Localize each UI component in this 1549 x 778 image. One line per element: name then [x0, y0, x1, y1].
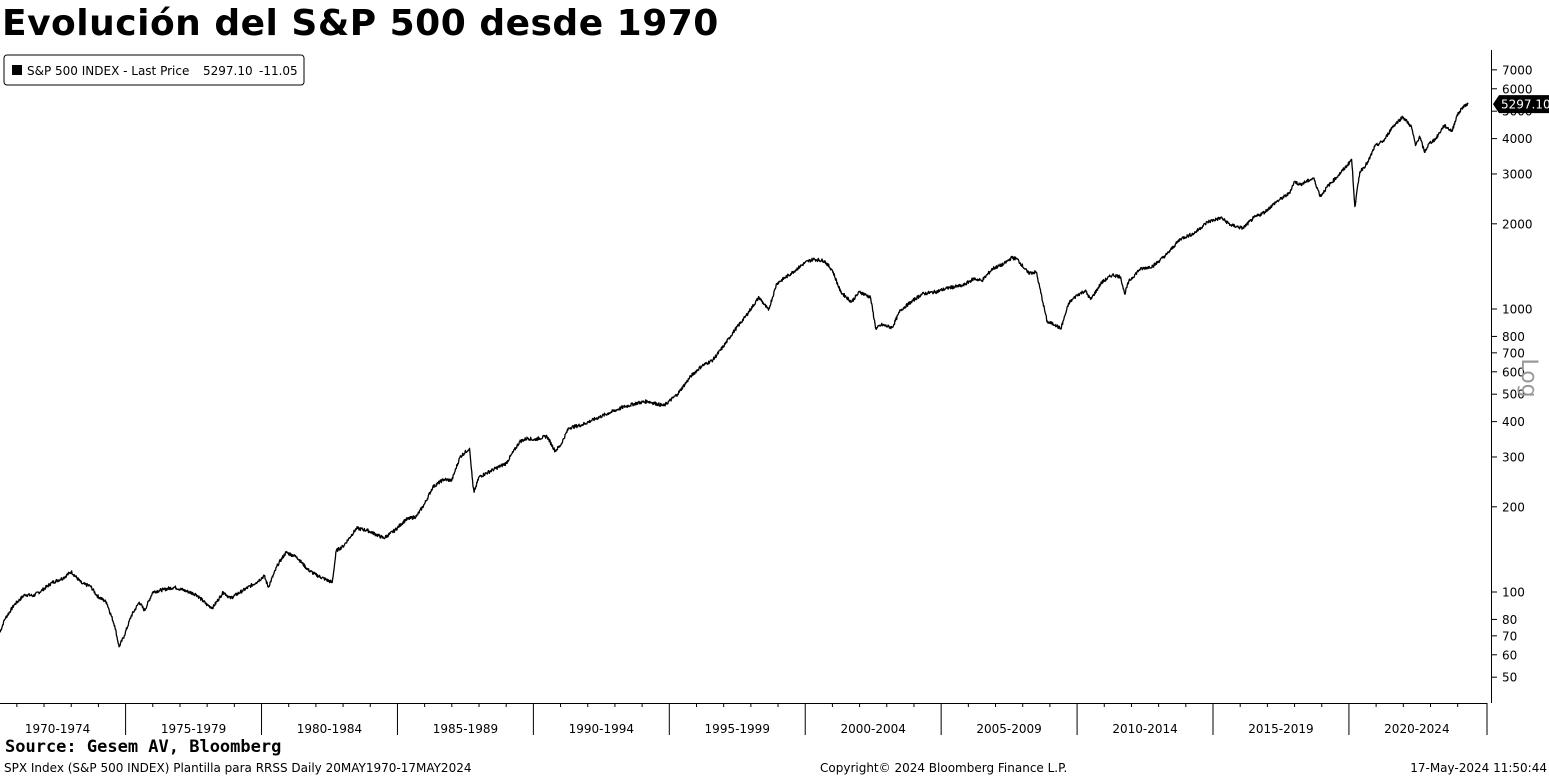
legend-last-price: 5297.10: [203, 64, 253, 78]
x-tick-label: 1990-1994: [569, 722, 634, 736]
y-tick-label: 1000: [1502, 303, 1533, 317]
footer-timestamp: 17-May-2024 11:50:44: [1410, 761, 1547, 775]
legend-swatch: [12, 65, 22, 75]
y-tick-label: 3000: [1502, 167, 1533, 181]
y-tick-label: 200: [1502, 500, 1525, 514]
y-tick-label: 7000: [1502, 63, 1533, 77]
x-tick-label: 2010-2014: [1112, 722, 1177, 736]
y-tick-label: 500: [1502, 388, 1525, 402]
x-tick-label: 2015-2019: [1248, 722, 1313, 736]
x-tick-label: 1985-1989: [433, 722, 498, 736]
x-tick-label: 1995-1999: [705, 722, 770, 736]
page-title: Evolución del S&P 500 desde 1970: [2, 3, 719, 44]
last-price-tag: 5297.10: [1493, 95, 1549, 114]
y-tick-label: 400: [1502, 415, 1525, 429]
x-tick-label: 1970-1974: [25, 722, 90, 736]
legend-series-name: S&P 500 INDEX - Last Price: [27, 64, 189, 78]
footer-description: SPX Index (S&P 500 INDEX) Plantilla para…: [4, 761, 472, 775]
legend: S&P 500 INDEX - Last Price 5297.10 -11.0…: [3, 54, 305, 86]
last-price-tag-label: 5297.10: [1501, 98, 1549, 112]
legend-change: -11.05: [259, 64, 298, 78]
x-axis: 1970-1974 1975-1979 1980-1984 1985-1989 1990…: [16, 703, 1488, 736]
y-tick-label: 80: [1502, 613, 1517, 627]
source-note: Source: Gesem AV, Bloomberg: [5, 737, 282, 757]
x-tick-label: 1980-1984: [297, 722, 362, 736]
y-tick-label: 6000: [1502, 82, 1533, 96]
y-tick-label: 100: [1502, 586, 1525, 600]
x-tick-label: 2005-2009: [976, 722, 1041, 736]
y-tick-label: 70: [1502, 629, 1517, 643]
y-tick-label: 600: [1502, 365, 1525, 379]
x-tick-label: 2000-2004: [840, 722, 905, 736]
x-tick-label: 1975-1979: [161, 722, 226, 736]
series-line-sp500: [0, 102, 1469, 648]
y-axis-label: Log: [1516, 358, 1541, 397]
footer-copyright: Copyright© 2024 Bloomberg Finance L.P.: [820, 761, 1068, 775]
y-tick-label: 800: [1502, 330, 1525, 344]
y-tick-label: 300: [1502, 450, 1525, 464]
y-axis: 50 60 70 80 100 200 300 400 500 600 700 800 1000 2000…: [1491, 63, 1533, 685]
y-tick-label: 4000: [1502, 132, 1533, 146]
y-tick-label: 50: [1502, 671, 1517, 685]
y-tick-label: 60: [1502, 648, 1517, 662]
y-tick-label: 2000: [1502, 217, 1533, 231]
x-tick-label: 2020-2024: [1384, 722, 1449, 736]
y-tick-label: 700: [1502, 346, 1525, 360]
